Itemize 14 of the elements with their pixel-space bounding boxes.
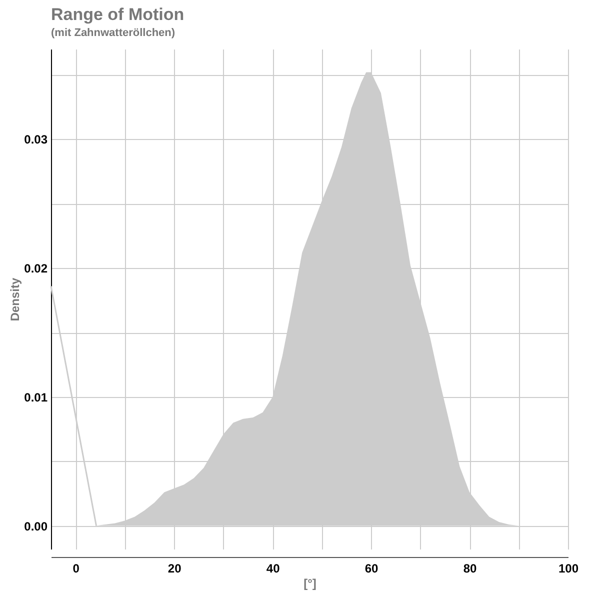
x-tick-label: 60 xyxy=(364,562,379,576)
y-axis-title: Density xyxy=(8,278,22,322)
x-tick-label: 40 xyxy=(266,562,280,576)
x-tick-label: 100 xyxy=(558,562,579,576)
y-tick-label: 0.02 xyxy=(24,262,48,276)
x-tick-label: 0 xyxy=(72,562,80,576)
y-tick-label: 0.01 xyxy=(24,390,48,404)
x-tick-label: 20 xyxy=(168,562,182,576)
chart-subtitle: (mit Zahnwatteröllchen) xyxy=(51,27,176,39)
x-tick-label: 80 xyxy=(463,562,478,576)
y-tick-label: 0.00 xyxy=(24,519,48,534)
y-tick-label: 0.03 xyxy=(24,132,48,147)
chart-title: Range of Motion xyxy=(51,5,184,24)
x-axis-title: [°] xyxy=(304,576,316,590)
